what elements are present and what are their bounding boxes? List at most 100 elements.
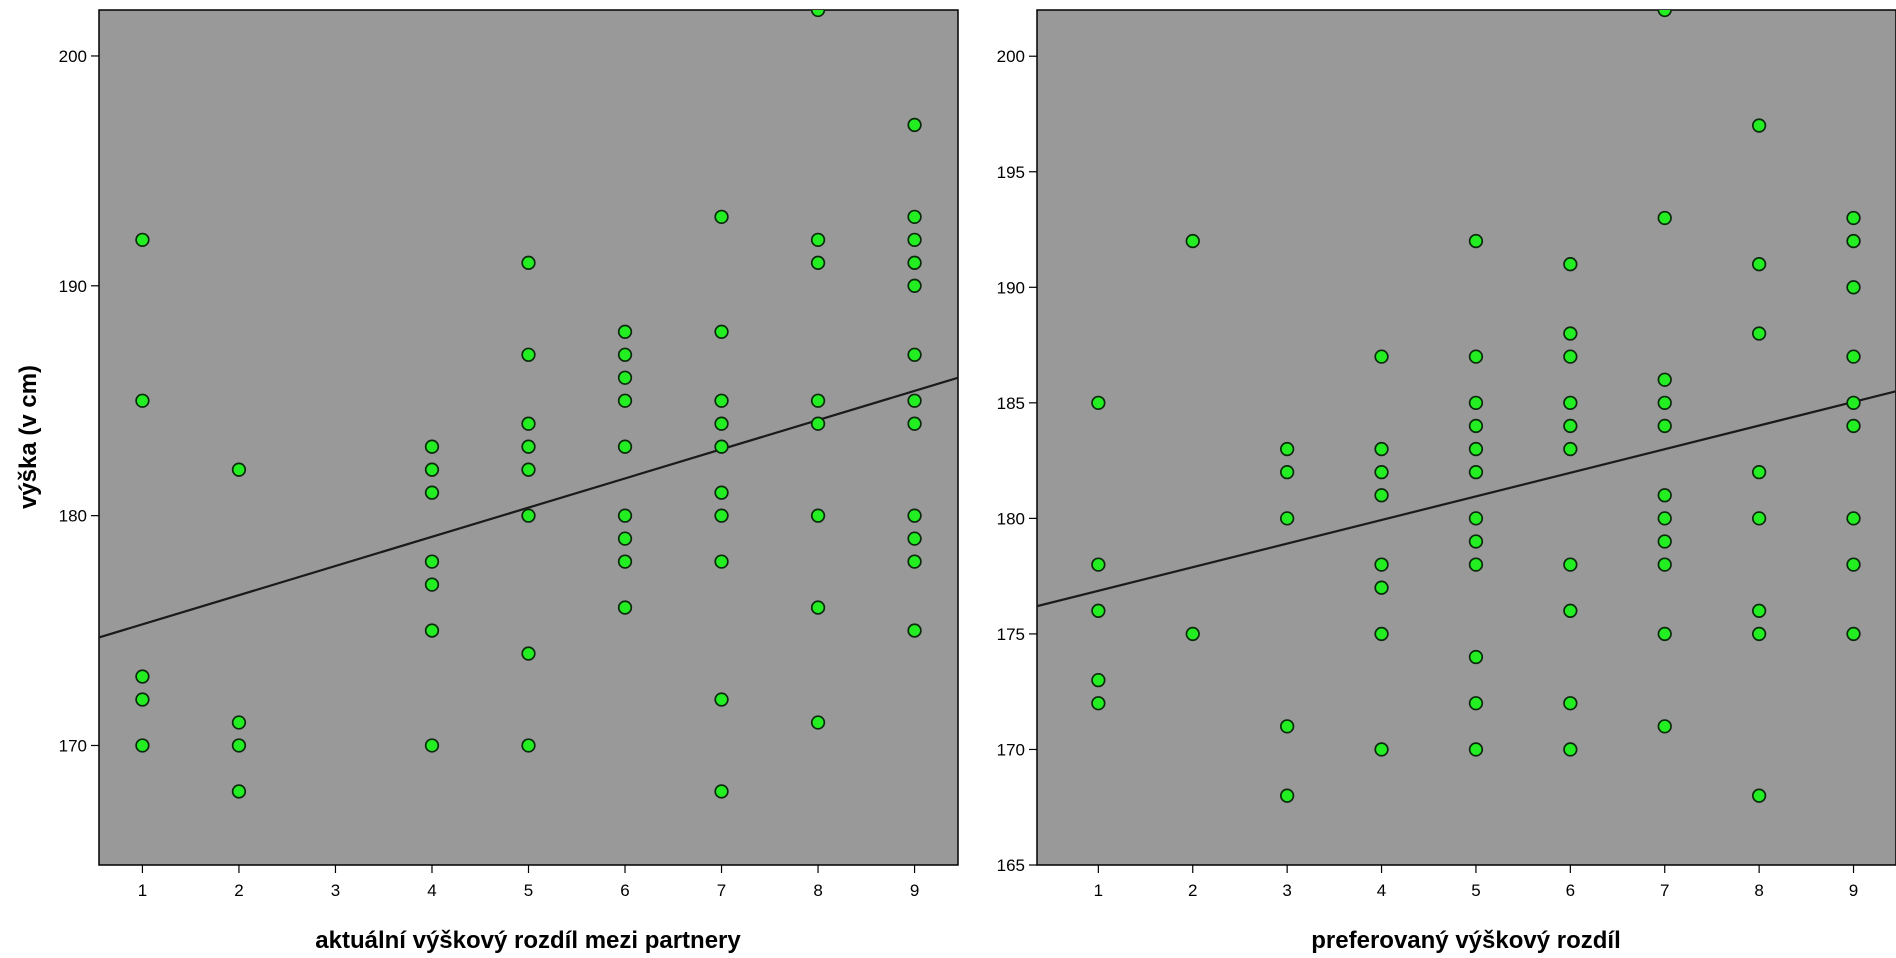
data-point — [1468, 696, 1484, 711]
data-point — [810, 416, 826, 431]
data-point — [1468, 649, 1484, 665]
data-point — [424, 462, 440, 477]
data-point — [1374, 349, 1389, 364]
data-point — [1657, 488, 1672, 503]
data-point — [907, 347, 922, 362]
x-tick-label: 1 — [138, 881, 147, 900]
data-point — [907, 117, 922, 133]
data-point — [617, 554, 633, 569]
data-point — [1846, 349, 1861, 364]
plot-area-left — [98, 9, 959, 866]
data-point — [1657, 372, 1672, 387]
data-point — [1563, 395, 1578, 410]
data-point — [907, 278, 922, 293]
data-point — [1657, 10, 1672, 18]
data-point — [1468, 557, 1484, 572]
y-tick-label: 190 — [59, 277, 87, 296]
plot-inner — [99, 10, 958, 799]
data-point — [1751, 603, 1767, 618]
data-point — [617, 508, 633, 523]
data-point — [1468, 349, 1484, 364]
data-point — [521, 738, 536, 753]
data-point — [1091, 557, 1106, 572]
data-point — [1468, 534, 1484, 549]
data-point — [1563, 603, 1578, 618]
x-tick-label: 6 — [620, 881, 629, 900]
x-tick-label: 7 — [717, 881, 726, 900]
data-point — [1846, 557, 1861, 572]
data-point — [1468, 441, 1484, 457]
data-point — [424, 485, 440, 500]
data-point — [714, 554, 729, 569]
data-point — [1563, 418, 1578, 434]
data-point — [907, 531, 922, 546]
data-point — [714, 784, 729, 799]
x-tick-label: 6 — [1566, 881, 1575, 900]
data-point — [1657, 626, 1672, 642]
data-point — [1279, 788, 1295, 803]
data-point — [424, 439, 440, 454]
data-point — [810, 715, 826, 730]
data-point — [424, 577, 440, 592]
y-tick-label: 170 — [997, 740, 1025, 759]
data-point — [521, 347, 536, 362]
data-point — [1374, 557, 1389, 572]
data-point — [1374, 488, 1389, 503]
data-point — [231, 462, 247, 477]
data-point — [810, 255, 826, 270]
x-axis-title-right: preferovaný výškový rozdíl — [1311, 927, 1620, 954]
x-tick-label: 3 — [1282, 881, 1291, 900]
x-tick-label: 7 — [1660, 881, 1669, 900]
plot-area-right — [1036, 9, 1896, 866]
data-point — [714, 485, 729, 500]
data-point — [231, 738, 247, 753]
x-tick-label: 8 — [813, 881, 822, 900]
data-point — [1657, 719, 1672, 734]
fit-line — [1037, 390, 1896, 608]
data-point — [714, 324, 729, 339]
data-point — [907, 255, 922, 270]
x-tick-label: 5 — [1471, 881, 1480, 900]
data-point — [231, 715, 247, 730]
data-point — [617, 324, 633, 339]
x-axis-title-left: aktuální výškový rozdíl mezi partnery — [315, 927, 741, 954]
data-point — [1091, 603, 1106, 618]
data-point — [1751, 257, 1767, 272]
x-tick-label: 9 — [1849, 881, 1858, 900]
x-tick-label: 8 — [1754, 881, 1763, 900]
data-point — [1751, 511, 1767, 526]
data-point — [617, 393, 633, 408]
data-point — [1846, 233, 1861, 249]
x-tick-label: 5 — [524, 881, 533, 900]
data-point — [135, 393, 150, 408]
data-point — [1468, 465, 1484, 480]
data-point — [135, 669, 150, 684]
data-point — [1468, 395, 1484, 410]
y-tick-label: 190 — [997, 278, 1025, 297]
data-point — [617, 370, 633, 385]
data-point — [135, 738, 150, 753]
data-point — [1846, 210, 1861, 226]
x-tick-label: 4 — [427, 881, 436, 900]
data-point — [1563, 441, 1578, 457]
data-point — [714, 416, 729, 431]
data-point — [1563, 696, 1578, 711]
data-point — [424, 554, 440, 569]
chart-right-marks: 1 2 3 4 5 6 7 8 9 165 170 175 180 185 190 195 200 — [997, 10, 1896, 900]
data-point — [1563, 349, 1578, 364]
data-point — [1657, 210, 1672, 226]
data-point — [714, 393, 729, 408]
data-point — [1468, 511, 1484, 526]
data-point — [617, 600, 633, 615]
data-point — [135, 692, 150, 707]
data-point — [1751, 788, 1767, 803]
data-point — [714, 439, 729, 454]
data-point — [1374, 465, 1389, 480]
data-point — [1374, 742, 1389, 757]
data-point — [231, 784, 247, 799]
data-point — [1468, 418, 1484, 434]
data-point — [1657, 511, 1672, 526]
data-point — [714, 508, 729, 523]
y-tick-label: 195 — [997, 163, 1025, 182]
